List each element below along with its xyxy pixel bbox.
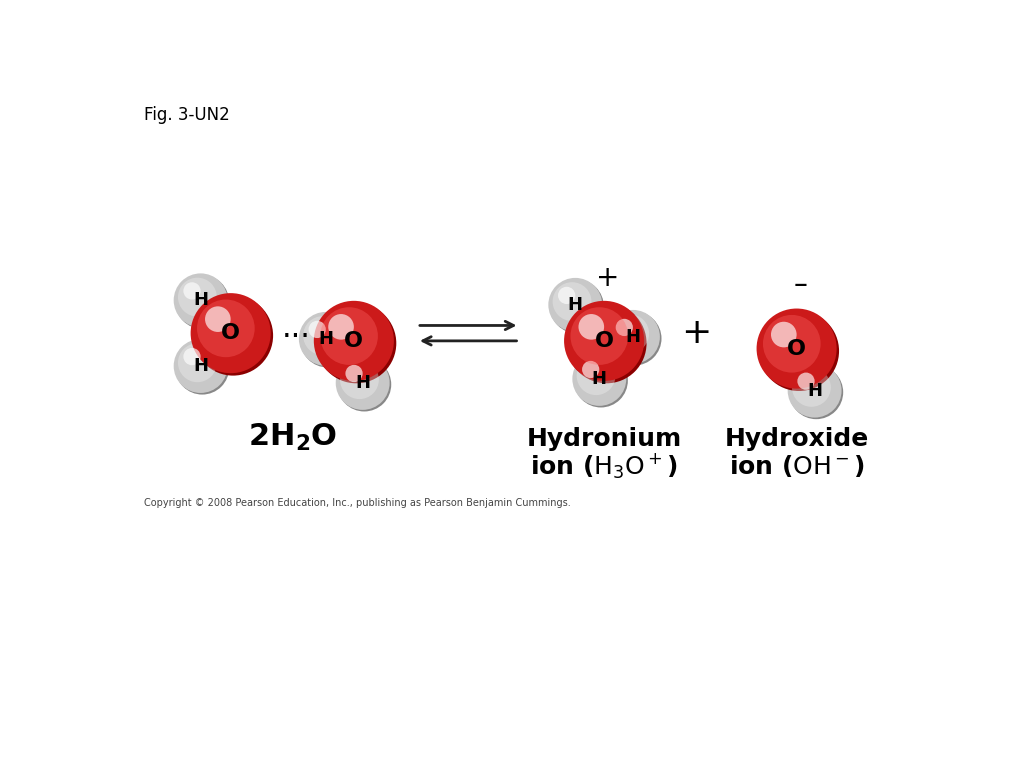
Circle shape	[579, 314, 604, 339]
Text: ion ($\mathrm{OH^-}$): ion ($\mathrm{OH^-}$)	[729, 453, 864, 479]
Text: H: H	[194, 291, 208, 310]
Circle shape	[790, 366, 843, 419]
Circle shape	[550, 280, 604, 333]
Text: H: H	[194, 357, 208, 375]
Circle shape	[316, 303, 396, 383]
Circle shape	[610, 314, 649, 353]
Circle shape	[197, 300, 255, 357]
Circle shape	[303, 316, 342, 355]
Circle shape	[607, 312, 662, 366]
Circle shape	[340, 360, 379, 399]
Circle shape	[178, 278, 217, 316]
Text: Copyright © 2008 Pearson Education, Inc., publishing as Pearson Benjamin Cumming: Copyright © 2008 Pearson Education, Inc.…	[144, 498, 571, 508]
Circle shape	[308, 321, 326, 338]
Circle shape	[798, 372, 815, 390]
Circle shape	[553, 282, 592, 321]
Circle shape	[329, 314, 354, 339]
Text: ···: ···	[282, 323, 310, 352]
Text: H: H	[626, 328, 640, 346]
Circle shape	[337, 358, 391, 412]
Circle shape	[792, 368, 830, 407]
Text: H: H	[318, 330, 334, 348]
Text: H: H	[592, 370, 607, 388]
Circle shape	[174, 339, 227, 393]
Circle shape	[178, 343, 217, 382]
Text: O: O	[221, 323, 241, 343]
Circle shape	[299, 312, 353, 366]
Circle shape	[564, 301, 644, 381]
Circle shape	[345, 365, 362, 382]
Text: $\mathbf{2H_2O}$: $\mathbf{2H_2O}$	[248, 422, 337, 452]
Circle shape	[558, 286, 575, 304]
Text: H: H	[355, 374, 370, 392]
Circle shape	[570, 307, 628, 365]
Text: O: O	[787, 339, 806, 359]
Text: H: H	[807, 382, 822, 399]
Circle shape	[183, 348, 201, 366]
Circle shape	[615, 319, 633, 336]
Circle shape	[771, 322, 797, 347]
Circle shape	[336, 356, 389, 410]
Circle shape	[313, 301, 394, 381]
Text: Fig. 3-UN2: Fig. 3-UN2	[144, 106, 230, 124]
Circle shape	[174, 273, 227, 327]
Text: O: O	[344, 331, 364, 351]
Circle shape	[577, 356, 615, 395]
Text: +: +	[596, 263, 620, 292]
Text: Hydronium: Hydronium	[526, 427, 682, 451]
Circle shape	[190, 293, 270, 373]
Text: –: –	[794, 271, 808, 300]
Circle shape	[321, 307, 378, 365]
Text: H: H	[567, 296, 583, 314]
Circle shape	[787, 364, 842, 418]
Circle shape	[759, 311, 839, 391]
Circle shape	[205, 306, 230, 332]
Text: +: +	[681, 316, 712, 350]
Circle shape	[574, 353, 628, 408]
Text: O: O	[595, 331, 613, 351]
Circle shape	[175, 275, 229, 329]
Circle shape	[606, 310, 659, 364]
Circle shape	[757, 309, 837, 389]
Circle shape	[566, 303, 646, 383]
Circle shape	[582, 361, 599, 378]
Circle shape	[763, 315, 820, 372]
Text: ion ($\mathrm{H_3O^+}$): ion ($\mathrm{H_3O^+}$)	[530, 452, 678, 481]
Circle shape	[193, 296, 273, 376]
Circle shape	[548, 278, 602, 332]
Circle shape	[572, 352, 627, 406]
Circle shape	[175, 341, 229, 395]
Circle shape	[300, 313, 354, 367]
Text: Hydroxide: Hydroxide	[725, 427, 868, 451]
Circle shape	[183, 283, 201, 300]
